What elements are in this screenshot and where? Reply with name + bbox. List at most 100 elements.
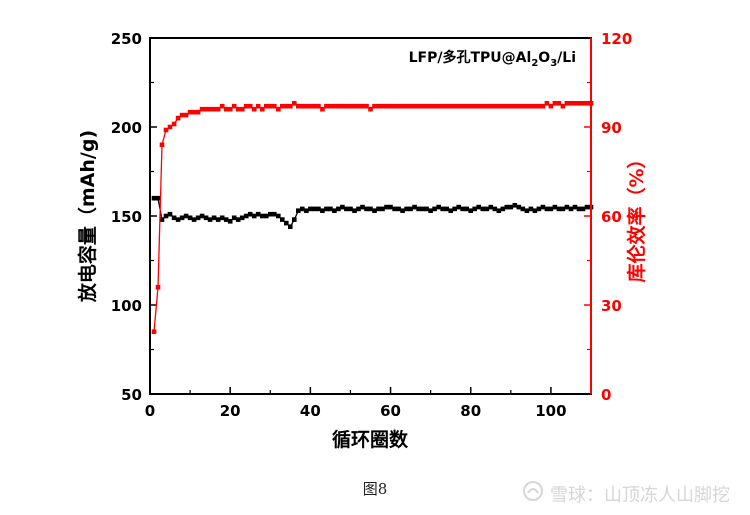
data-point-right bbox=[244, 104, 249, 109]
data-point-right bbox=[228, 107, 233, 112]
data-point-right bbox=[328, 104, 333, 109]
data-point-left bbox=[537, 207, 542, 212]
data-point-left bbox=[420, 207, 425, 212]
data-point-right bbox=[164, 128, 169, 133]
data-point-left bbox=[204, 216, 209, 221]
data-point-left bbox=[328, 207, 333, 212]
data-point-left bbox=[472, 207, 477, 212]
data-point-right bbox=[152, 329, 157, 334]
data-point-left bbox=[264, 214, 269, 219]
data-point-left bbox=[485, 207, 490, 212]
data-point-right bbox=[428, 104, 433, 109]
data-point-left bbox=[236, 217, 241, 222]
data-point-left bbox=[436, 205, 441, 210]
data-point-left bbox=[553, 205, 558, 210]
data-point-left bbox=[288, 224, 293, 229]
data-point-left bbox=[360, 205, 365, 210]
data-point-right bbox=[376, 104, 381, 109]
data-point-right bbox=[493, 104, 498, 109]
data-point-right bbox=[332, 104, 337, 109]
data-point-right bbox=[517, 104, 522, 109]
data-point-left bbox=[577, 207, 582, 212]
data-point-right bbox=[404, 104, 409, 109]
data-point-right bbox=[468, 104, 473, 109]
data-point-left bbox=[364, 207, 369, 212]
data-point-left bbox=[232, 216, 237, 221]
data-point-left bbox=[569, 207, 574, 212]
data-point-right bbox=[248, 104, 253, 109]
data-point-left bbox=[356, 207, 361, 212]
data-point-left bbox=[549, 207, 554, 212]
data-point-left bbox=[184, 214, 189, 219]
data-point-left bbox=[404, 207, 409, 212]
data-point-left bbox=[344, 207, 349, 212]
data-point-left bbox=[152, 196, 157, 201]
data-point-right bbox=[292, 101, 297, 106]
data-point-left bbox=[244, 214, 249, 219]
data-point-right bbox=[300, 104, 305, 109]
data-point-left bbox=[497, 208, 502, 213]
data-point-right bbox=[585, 101, 590, 106]
data-point-right bbox=[440, 104, 445, 109]
x-tick-label: 100 bbox=[535, 402, 566, 420]
y-right-tick-label: 0 bbox=[601, 386, 611, 404]
data-point-right bbox=[356, 104, 361, 109]
data-point-left bbox=[376, 207, 381, 212]
data-point-right bbox=[513, 104, 518, 109]
y-axis-label-right: 库伦效率（%） bbox=[625, 149, 648, 282]
data-point-left bbox=[248, 212, 253, 217]
data-point-left bbox=[188, 216, 193, 221]
watermark-text: 雪球：山顶冻人山脚挖 bbox=[550, 481, 730, 507]
data-point-left bbox=[260, 214, 265, 219]
y-right-tick-label: 60 bbox=[601, 208, 622, 226]
data-point-right bbox=[216, 107, 221, 112]
data-point-right bbox=[529, 104, 534, 109]
data-point-right bbox=[288, 104, 293, 109]
data-point-right bbox=[196, 110, 201, 115]
data-point-left bbox=[312, 207, 317, 212]
data-point-left bbox=[545, 207, 550, 212]
data-point-left bbox=[220, 216, 225, 221]
data-point-left bbox=[517, 205, 522, 210]
data-point-left bbox=[460, 207, 465, 212]
data-point-right bbox=[260, 107, 265, 112]
data-point-right bbox=[448, 104, 453, 109]
data-point-right bbox=[176, 116, 181, 121]
y-left-tick-label: 200 bbox=[111, 119, 142, 137]
data-point-left bbox=[456, 205, 461, 210]
data-point-left bbox=[464, 207, 469, 212]
data-point-right bbox=[200, 107, 205, 112]
data-point-right bbox=[400, 104, 405, 109]
x-tick-label: 80 bbox=[460, 402, 481, 420]
data-point-left bbox=[509, 205, 514, 210]
data-point-right bbox=[316, 104, 321, 109]
data-point-right bbox=[180, 113, 185, 118]
xueqiu-logo-icon bbox=[522, 480, 544, 507]
data-point-right bbox=[264, 104, 269, 109]
data-point-right bbox=[485, 104, 490, 109]
data-point-right bbox=[541, 104, 546, 109]
data-point-right bbox=[224, 107, 229, 112]
data-point-left bbox=[168, 212, 173, 217]
x-axis-ticks: 0 20 40 60 80 100 bbox=[145, 387, 567, 420]
data-point-right bbox=[340, 104, 345, 109]
data-point-right bbox=[256, 104, 261, 109]
y-left-tick-label: 150 bbox=[111, 208, 142, 226]
data-point-right bbox=[392, 104, 397, 109]
data-point-right bbox=[192, 110, 197, 115]
data-point-right bbox=[212, 107, 217, 112]
data-point-right bbox=[276, 107, 281, 112]
data-point-left bbox=[272, 212, 277, 217]
data-point-left bbox=[336, 207, 341, 212]
x-axis-label: 循环圈数 bbox=[332, 428, 409, 451]
data-point-right bbox=[384, 104, 389, 109]
data-point-left bbox=[489, 205, 494, 210]
data-point-right bbox=[184, 113, 189, 118]
data-point-left bbox=[525, 208, 530, 213]
data-point-left bbox=[256, 212, 261, 217]
data-point-right bbox=[456, 104, 461, 109]
data-point-right bbox=[280, 104, 285, 109]
data-point-left bbox=[493, 207, 498, 212]
data-point-left bbox=[192, 217, 197, 222]
data-point-right bbox=[240, 107, 245, 112]
